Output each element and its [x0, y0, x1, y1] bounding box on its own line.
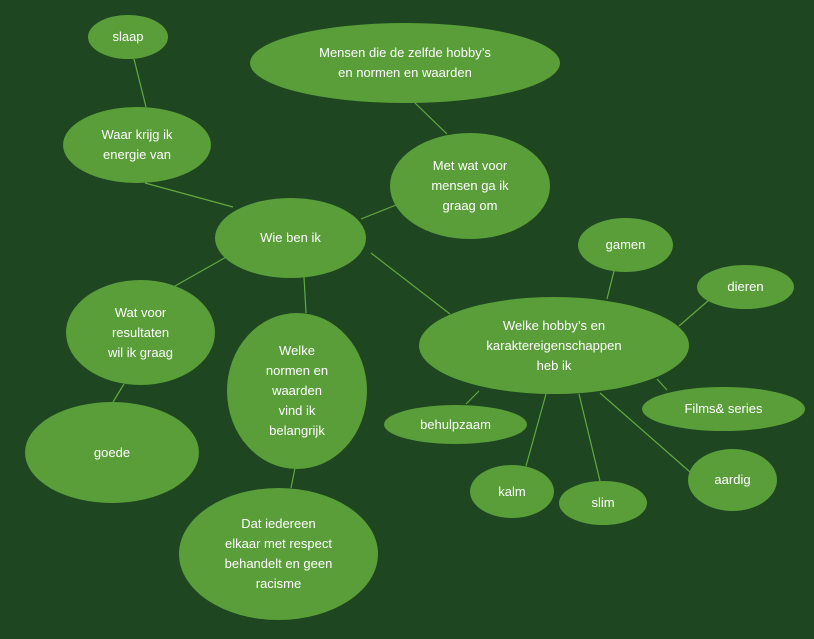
node-kalm: kalm: [470, 465, 554, 518]
node-films: Films& series: [642, 387, 805, 431]
link-resultaten-goede: [112, 383, 125, 403]
link-hobbys-dieren: [678, 299, 710, 327]
link-hobbys-slim: [578, 393, 601, 482]
link-hobbys-gamen: [606, 270, 615, 300]
node-respect: Dat iedereen elkaar met respect behandel…: [179, 488, 378, 620]
node-slaap: slaap: [88, 15, 168, 59]
node-energie: Waar krijg ik energie van: [63, 107, 211, 183]
node-normen: Welke normen en waarden vind ik belangri…: [227, 313, 367, 469]
node-hobbys: Welke hobby’s en karaktereigenschappen h…: [419, 297, 689, 394]
link-center-hobbys: [370, 252, 451, 315]
link-hobbys-aardig: [599, 392, 691, 473]
node-dieren: dieren: [697, 265, 794, 309]
link-hobbys-kalm: [525, 393, 547, 467]
node-zelfde: Mensen die de zelfde hobby’s en normen e…: [250, 23, 560, 103]
link-normen-respect: [290, 467, 296, 489]
node-aardig: aardig: [688, 449, 777, 511]
link-mensen-zelfde: [414, 102, 448, 135]
node-slim: slim: [559, 481, 647, 525]
node-gamen: gamen: [578, 218, 673, 272]
node-center: Wie ben ik: [215, 198, 366, 278]
node-behulpzaam: behulpzaam: [384, 405, 527, 444]
link-hobbys-films: [656, 378, 668, 391]
link-center-mensen: [360, 204, 397, 220]
link-center-normen: [303, 276, 307, 314]
link-center-resultaten: [174, 255, 229, 287]
node-mensen: Met wat voor mensen ga ik graag om: [390, 133, 550, 239]
link-center-energie: [144, 182, 234, 208]
link-hobbys-behulpzaam: [465, 390, 480, 405]
node-goede: goede: [25, 402, 199, 503]
link-energie-slaap: [133, 58, 147, 108]
node-resultaten: Wat voor resultaten wil ik graag: [66, 280, 215, 385]
